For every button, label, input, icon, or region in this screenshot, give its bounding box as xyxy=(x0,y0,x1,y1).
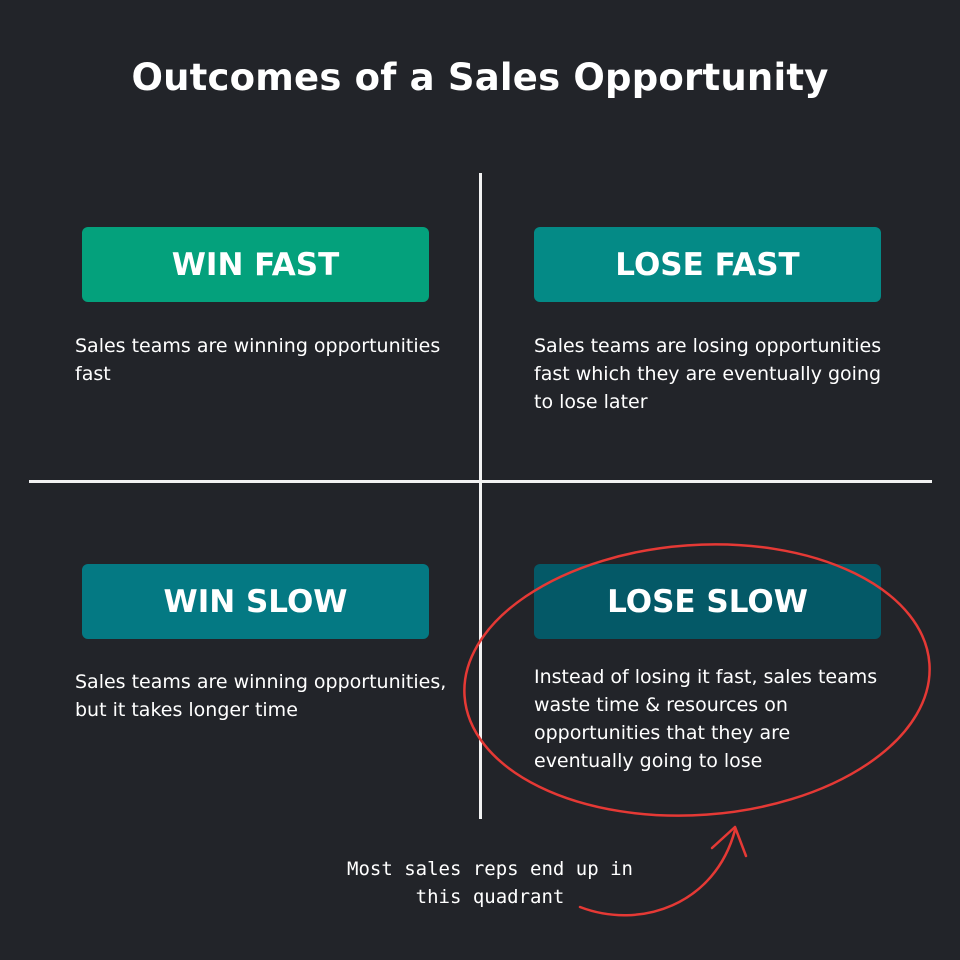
arrow-head xyxy=(710,825,748,858)
lose-fast-description: Sales teams are losing opportunities fas… xyxy=(534,335,882,413)
win-fast-description: Sales teams are winning opportunities fa… xyxy=(75,335,441,385)
vertical-axis-line xyxy=(479,173,482,819)
annotation-note: Most sales reps end up in this quadrant xyxy=(347,858,633,908)
lose-slow-badge: LOSE SLOW xyxy=(534,564,881,639)
lose-fast-badge: LOSE FAST xyxy=(534,227,881,302)
win-slow-badge: WIN SLOW xyxy=(82,564,429,639)
win-fast-badge: WIN FAST xyxy=(82,227,429,302)
horizontal-axis-line xyxy=(29,480,932,483)
win-slow-description: Sales teams are winning opportunities, b… xyxy=(75,671,447,721)
page-title: Outcomes of a Sales Opportunity xyxy=(131,56,829,99)
lose-slow-description: Instead of losing it fast, sales teams w… xyxy=(534,666,878,772)
